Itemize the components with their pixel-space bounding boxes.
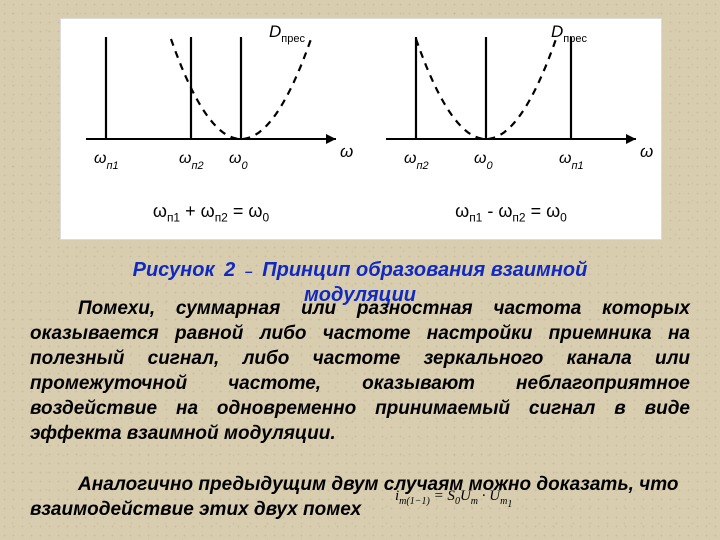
paragraph-2: Аналогично предыдущим двум случаям можно… bbox=[30, 472, 690, 522]
svg-text:ωп2: ωп2 bbox=[179, 150, 204, 172]
caption-number: 2 bbox=[224, 259, 235, 281]
svg-text:Dпрес: Dпрес bbox=[551, 22, 587, 45]
overlay-formula: im(1−1) = S0Um · Um1 bbox=[395, 488, 512, 510]
svg-text:ω0: ω0 bbox=[229, 150, 248, 172]
svg-text:ω: ω bbox=[640, 142, 653, 161]
svg-text:ωп1: ωп1 bbox=[559, 150, 584, 172]
caption-prefix: Рисунок bbox=[133, 259, 215, 281]
figure-panel: ω ωп1 ωп2 ω0 Dпрес ω ωп2 ω0 ωп1 Dпрес ωп1 + ωп2 … bbox=[60, 18, 662, 240]
caption-line1: Принцип образования взаимной bbox=[262, 259, 587, 281]
svg-text:ωп1: ωп1 bbox=[94, 150, 119, 172]
chart-right: ω ωп2 ω0 ωп1 Dпрес bbox=[361, 19, 661, 179]
equation-left: ωп1 + ωп2 = ω0 bbox=[61, 201, 361, 225]
svg-text:ωп2: ωп2 bbox=[404, 150, 429, 172]
caption-dash: – bbox=[245, 263, 253, 279]
svg-text:ω: ω bbox=[340, 142, 353, 161]
svg-text:ω0: ω0 bbox=[474, 150, 493, 172]
svg-text:Dпрес: Dпрес bbox=[269, 22, 305, 45]
chart-left: ω ωп1 ωп2 ω0 Dпрес bbox=[61, 19, 361, 179]
paragraph-1: Помехи, суммарная или разностная частота… bbox=[30, 296, 690, 446]
equation-right: ωп1 - ωп2 = ω0 bbox=[361, 201, 661, 225]
